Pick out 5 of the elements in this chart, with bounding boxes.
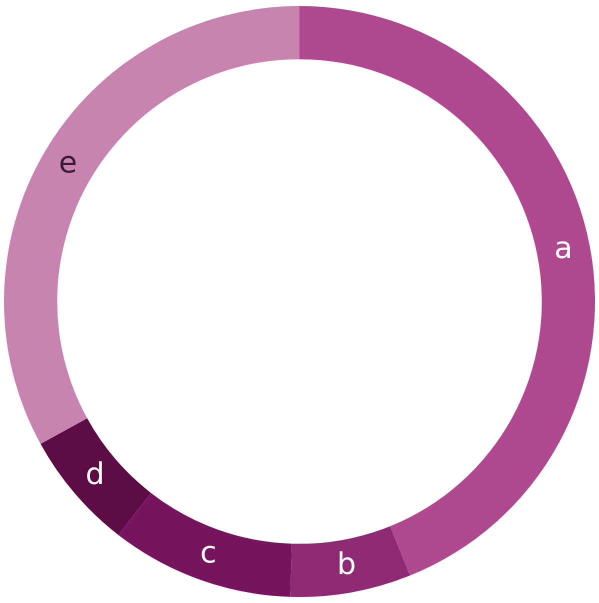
slice-label: c [200,535,217,570]
slice-label: a [554,231,573,266]
slice-label: b [337,547,356,582]
slice-label: d [86,456,105,492]
slice-label: e [58,145,78,180]
